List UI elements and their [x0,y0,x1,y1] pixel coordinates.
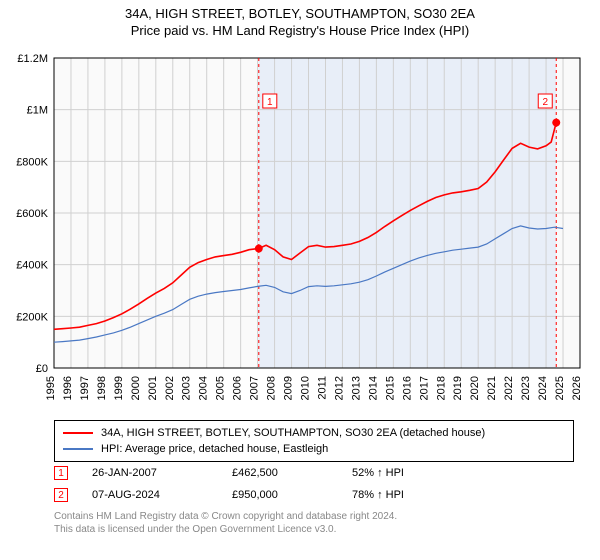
svg-text:2015: 2015 [384,376,396,400]
sale-row: 2 07-AUG-2024 £950,000 78% ↑ HPI [54,484,574,506]
svg-text:1999: 1999 [113,376,125,400]
svg-text:2026: 2026 [571,376,583,400]
chart-title-line2: Price paid vs. HM Land Registry's House … [0,23,600,40]
footer-line2: This data is licensed under the Open Gov… [54,523,574,536]
sale-badge-1: 1 [54,466,68,480]
svg-text:1996: 1996 [62,376,74,400]
sale-pct-2: 78% ↑ HPI [352,489,472,501]
svg-text:1: 1 [267,97,273,108]
svg-text:2014: 2014 [367,376,379,400]
svg-text:2018: 2018 [435,376,447,400]
svg-text:2024: 2024 [537,376,549,400]
svg-text:1997: 1997 [79,376,91,400]
chart-title-block: 34A, HIGH STREET, BOTLEY, SOUTHAMPTON, S… [0,0,600,40]
footer-line1: Contains HM Land Registry data © Crown c… [54,510,574,523]
svg-text:2017: 2017 [418,376,430,400]
svg-text:£600K: £600K [16,208,48,220]
svg-text:2019: 2019 [452,376,464,400]
svg-text:£200K: £200K [16,311,48,323]
svg-text:£0: £0 [36,363,48,375]
svg-text:1995: 1995 [45,376,57,400]
svg-text:2012: 2012 [333,376,345,400]
svg-text:2025: 2025 [554,376,566,400]
svg-text:2021: 2021 [486,376,498,400]
legend-box: 34A, HIGH STREET, BOTLEY, SOUTHAMPTON, S… [54,420,574,462]
legend-row: HPI: Average price, detached house, East… [63,441,565,457]
svg-text:2007: 2007 [249,376,261,400]
svg-text:2005: 2005 [215,376,227,400]
svg-text:2002: 2002 [164,376,176,400]
legend-label-1: 34A, HIGH STREET, BOTLEY, SOUTHAMPTON, S… [101,427,485,439]
svg-text:2000: 2000 [130,376,142,400]
svg-text:£1.2M: £1.2M [17,53,48,65]
footer: Contains HM Land Registry data © Crown c… [54,510,574,536]
sale-rows: 1 26-JAN-2007 £462,500 52% ↑ HPI 2 07-AU… [54,462,574,506]
legend-swatch-1 [63,432,93,434]
legend-swatch-2 [63,448,93,450]
svg-text:1998: 1998 [96,376,108,400]
svg-text:2008: 2008 [266,376,278,400]
svg-text:£800K: £800K [16,156,48,168]
svg-text:2001: 2001 [147,376,159,400]
svg-text:2006: 2006 [232,376,244,400]
chart-area: £0 £200K £400K £600K £800K £1M £1.2M 1995 1996 19… [0,48,600,418]
sale-date-1: 26-JAN-2007 [92,467,232,479]
svg-text:£1M: £1M [27,104,48,116]
sale-pct-1: 52% ↑ HPI [352,467,472,479]
svg-text:2020: 2020 [469,376,481,400]
chart-svg: £0 £200K £400K £600K £800K £1M £1.2M 1995 1996 19… [0,48,600,418]
svg-text:2010: 2010 [300,376,312,400]
svg-text:2003: 2003 [181,376,193,400]
svg-text:£400K: £400K [16,259,48,271]
svg-text:2016: 2016 [401,376,413,400]
svg-text:2022: 2022 [503,376,515,400]
chart-title-line1: 34A, HIGH STREET, BOTLEY, SOUTHAMPTON, S… [0,6,600,23]
legend-label-2: HPI: Average price, detached house, East… [101,443,328,455]
legend-row: 34A, HIGH STREET, BOTLEY, SOUTHAMPTON, S… [63,425,565,441]
sale-price-1: £462,500 [232,467,352,479]
svg-text:2009: 2009 [283,376,295,400]
svg-text:2011: 2011 [316,376,328,400]
sale-badge-2: 2 [54,488,68,502]
sale-price-2: £950,000 [232,489,352,501]
svg-text:2013: 2013 [350,376,362,400]
sale-row: 1 26-JAN-2007 £462,500 52% ↑ HPI [54,462,574,484]
svg-text:2: 2 [542,97,548,108]
sale-date-2: 07-AUG-2024 [92,489,232,501]
svg-text:2023: 2023 [520,376,532,400]
svg-text:2004: 2004 [198,376,210,400]
